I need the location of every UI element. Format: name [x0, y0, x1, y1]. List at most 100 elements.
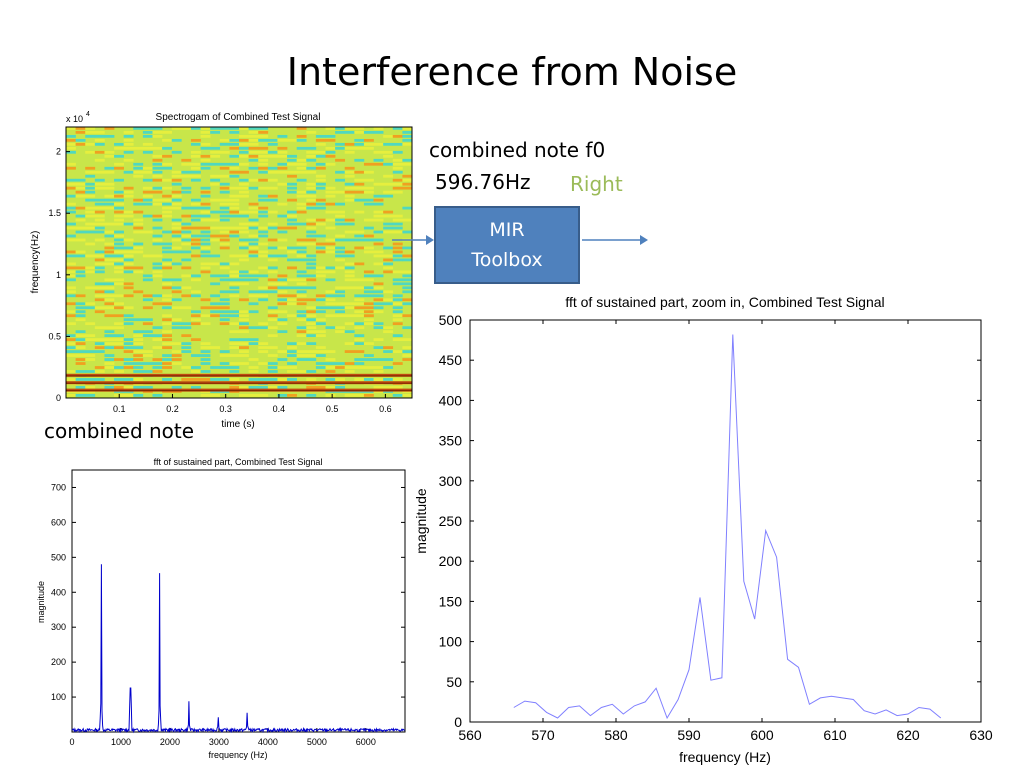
spectrogram-cell — [123, 314, 134, 318]
spectrogram-cell — [190, 294, 201, 298]
spectrogram-cell — [354, 138, 365, 142]
spectrogram-cell — [94, 266, 105, 270]
spectrogram-cell — [114, 210, 124, 214]
spectrogram-cell — [162, 318, 173, 322]
spectrogram-cell — [75, 230, 86, 234]
spectrogram-cell — [210, 274, 221, 278]
spectrogram-cell — [392, 378, 403, 381]
spectrogram-cell — [152, 146, 163, 150]
spectrogram-cell — [354, 362, 365, 365]
spectrogram-cell — [363, 238, 374, 242]
spectrogram-cell — [373, 182, 384, 186]
spectrogram-cell — [383, 358, 394, 361]
spectrogram-cell — [287, 170, 297, 174]
spectrogram-cell — [162, 214, 173, 218]
spectrogram-cell — [104, 334, 115, 338]
spectrogram-cell — [104, 294, 115, 298]
spectrogram-cell — [229, 162, 240, 166]
spectrogram-cell — [277, 226, 288, 230]
spectrogram-cell — [66, 286, 76, 290]
spectrogram-cell — [210, 378, 221, 381]
spectrogram-cell — [296, 138, 307, 142]
spectrogram-cell — [267, 318, 278, 322]
spectrogram-cell — [306, 186, 317, 190]
spectrogram-cell — [123, 134, 134, 138]
spectrogram-cell — [344, 314, 355, 318]
spectrogram-cell — [66, 234, 76, 238]
spectrogram-cell — [66, 178, 76, 182]
spectrogram-cell — [287, 154, 297, 158]
spectrogram-cell — [229, 138, 240, 142]
spectrogram-cell — [306, 330, 317, 334]
spectrogram-cell — [104, 262, 115, 266]
spectrogram-cell — [392, 170, 403, 174]
spectrogram-cell — [296, 334, 307, 338]
spectrogram-cell — [85, 222, 96, 226]
spectrogram-cell — [200, 206, 211, 210]
spectrogram-cell — [162, 366, 173, 369]
spectrogram-cell — [219, 278, 230, 282]
spectrogram-cell — [229, 378, 240, 381]
spectrogram-cell — [383, 270, 394, 274]
spectrogram-cell — [94, 366, 105, 369]
spectrogram-cell — [267, 226, 278, 230]
spectrogram-cell — [171, 326, 182, 330]
spectrogram-cell — [152, 178, 163, 182]
spectrogram-cell — [306, 182, 317, 186]
spectrogram-cell — [392, 218, 403, 222]
combined-note-label: combined note — [44, 419, 195, 443]
spectrogram-cell — [104, 354, 115, 357]
spectrogram-cell — [306, 354, 317, 357]
spectrogram-cell — [66, 206, 76, 210]
spectrogram-cell — [181, 214, 192, 218]
fft-zoom-x-tick-label: 620 — [896, 727, 920, 743]
spectrogram-cell — [162, 294, 173, 298]
spectrogram-cell — [94, 262, 105, 266]
spectrogram-cell — [277, 154, 288, 158]
spectrogram-cell — [267, 154, 278, 158]
spectrogram-cell — [239, 186, 249, 190]
combined-note-f0-label: combined note f0 — [429, 138, 606, 162]
spectrogram-cell — [277, 298, 288, 302]
spectrogram-cell — [296, 206, 307, 210]
spectrogram-cell — [392, 222, 403, 226]
spectrogram-cell — [296, 310, 307, 314]
spectrogram-cell — [306, 226, 317, 230]
spectrogram-cell — [123, 222, 134, 226]
spectrogram-cell — [152, 334, 163, 338]
spectrogram-cell — [325, 146, 336, 150]
spectrogram-cell — [219, 127, 230, 130]
spectrogram-cell — [75, 386, 86, 389]
spectrogram-cell — [239, 210, 249, 214]
spectrogram-cell — [258, 194, 269, 198]
spectrogram-cell — [277, 166, 288, 170]
spectrogram-cell — [248, 290, 259, 294]
spectrogram-cell — [85, 334, 96, 338]
spectrogram-cell — [383, 258, 394, 262]
spectrogram-cell — [229, 278, 240, 282]
spectrogram-cell — [66, 146, 76, 150]
spectrogram-cell — [296, 274, 307, 278]
spectrogram-cell — [392, 314, 403, 318]
spectrogram-cell — [200, 210, 211, 214]
spectrogram-cell — [152, 226, 163, 230]
spectrogram-cell — [306, 314, 317, 318]
spectrogram-cell — [258, 350, 269, 353]
spectrogram-cell — [181, 250, 192, 254]
spectrogram-cell — [152, 170, 163, 174]
spectrogram-cell — [344, 302, 355, 306]
spectrogram-cell — [258, 162, 269, 166]
spectrogram-cell — [296, 127, 307, 130]
spectrogram-cell — [114, 206, 124, 210]
spectrogram-cell — [335, 234, 346, 238]
spectrogram-cell — [392, 190, 403, 194]
spectrogram-cell — [229, 270, 240, 274]
spectrogram-cell — [354, 127, 365, 130]
spectrogram-cell — [354, 278, 365, 282]
spectrogram-cell — [383, 222, 394, 226]
spectrogram-cell — [373, 346, 384, 349]
spectrogram-cell — [123, 246, 134, 250]
spectrogram-cell — [219, 190, 230, 194]
spectrogram-cell — [190, 314, 201, 318]
spectrogram-cell — [248, 158, 259, 162]
